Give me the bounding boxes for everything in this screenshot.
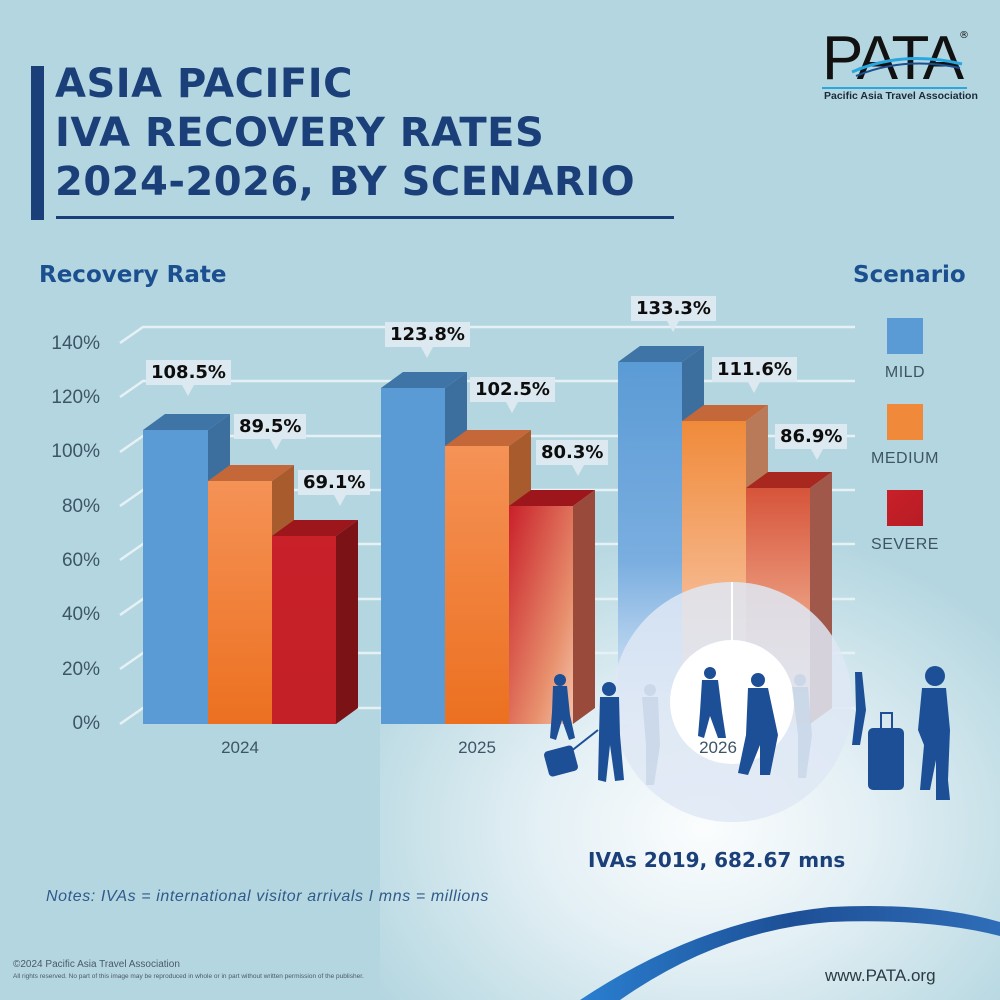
title-accent-bar — [31, 66, 44, 220]
legend-title: Scenario — [853, 262, 966, 288]
callout-2025-medium: 102.5% — [470, 377, 555, 413]
legend-swatch-medium — [887, 404, 923, 440]
title-line-1: ASIA PACIFIC — [55, 61, 353, 107]
callout-2024-mild: 108.5% — [146, 360, 231, 396]
y-tick-60: 60% — [61, 550, 100, 571]
notes-text: Notes: IVAs = international visitor arri… — [46, 888, 489, 905]
x-tick-2024: 2024 — [221, 738, 259, 757]
y-tick-20: 20% — [61, 659, 100, 680]
logo-wordmark: PATA — [822, 24, 964, 93]
legend-label-medium: MEDIUM — [871, 450, 939, 467]
ivas-2019-label: IVAs 2019, 682.67 mns — [588, 848, 846, 872]
callout-2026-severe: 86.9% — [775, 424, 848, 460]
website-link[interactable]: www.PATA.org — [825, 966, 936, 985]
callout-2025-severe: 80.3% — [536, 440, 609, 476]
legend-item-severe: SEVERE — [862, 490, 948, 554]
legend-item-medium: MEDIUM — [862, 404, 948, 468]
registered-mark: ® — [959, 30, 969, 41]
y-tick-140: 140% — [51, 333, 100, 354]
page-title: ASIA PACIFIC IVA RECOVERY RATES 2024-202… — [55, 60, 635, 207]
rights-text: All rights reserved. No part of this ima… — [13, 973, 364, 980]
x-tick-2026: 2026 — [699, 738, 737, 757]
title-line-2: IVA RECOVERY RATES — [55, 110, 545, 156]
y-tick-120: 120% — [51, 387, 100, 408]
callout-2024-severe: 69.1% — [298, 470, 371, 506]
bar-group-2025 — [381, 372, 595, 724]
y-axis-title: Recovery Rate — [39, 262, 227, 288]
callout-2025-mild: 123.8% — [385, 322, 470, 358]
callout-2026-medium: 111.6% — [712, 357, 797, 393]
callout-2026-mild: 133.3% — [631, 296, 716, 332]
y-tick-40: 40% — [61, 604, 100, 625]
logo-subtitle: Pacific Asia Travel Association — [824, 90, 978, 102]
legend-swatch-mild — [887, 318, 923, 354]
title-line-3: 2024-2026, BY SCENARIO — [55, 159, 636, 205]
y-tick-0: 0% — [72, 713, 100, 734]
x-tick-2025: 2025 — [458, 738, 496, 757]
logo-swoosh-icon — [822, 57, 967, 89]
legend-label-mild: MILD — [884, 364, 926, 381]
title-underline — [56, 216, 674, 219]
pata-logo: PATA ® Pacific Asia Travel Association — [822, 24, 978, 108]
legend-label-severe: SEVERE — [871, 536, 939, 553]
legend-item-mild: MILD — [862, 318, 948, 382]
y-tick-100: 100% — [51, 441, 100, 462]
legend-swatch-severe — [887, 490, 923, 526]
y-tick-80: 80% — [61, 496, 100, 517]
copyright-text: ©2024 Pacific Asia Travel Association — [13, 959, 180, 970]
callout-2024-medium: 89.5% — [234, 414, 307, 450]
bar-group-2024 — [143, 414, 358, 724]
ring-divider — [731, 582, 733, 640]
